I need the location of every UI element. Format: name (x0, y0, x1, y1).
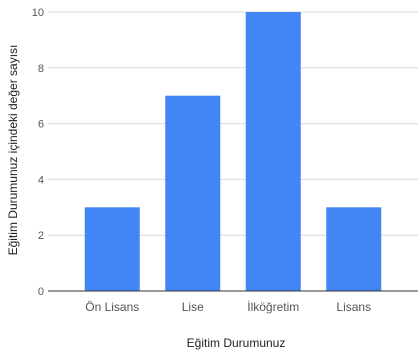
x-tick-labels: Ön Lisans Lise İlköğretim Lisans (85, 300, 371, 314)
y-tick-label: 2 (38, 230, 44, 242)
y-tick-label: 8 (38, 63, 44, 75)
y-tick-label: 10 (32, 7, 44, 19)
gridlines (48, 11, 418, 236)
bar-3 (326, 207, 382, 291)
y-axis-title: Eğitim Durumunuz içindeki değer sayısı (6, 45, 20, 256)
bar-0 (84, 207, 140, 291)
bar-1 (165, 95, 221, 291)
y-tick-label: 6 (38, 119, 44, 131)
y-tick-labels: 0 2 4 6 8 10 (32, 7, 44, 298)
x-axis-title: Eğitim Durumunuz (187, 336, 286, 350)
x-tick-label: İlköğretim (247, 300, 299, 314)
y-tick-label: 4 (38, 174, 44, 186)
x-tick-label: Lise (182, 300, 204, 314)
y-tick-label: 0 (38, 286, 44, 298)
bars (84, 12, 382, 291)
bar-2 (245, 12, 301, 291)
x-tick-label: Ön Lisans (85, 300, 139, 314)
x-tick-label: Lisans (336, 300, 371, 314)
